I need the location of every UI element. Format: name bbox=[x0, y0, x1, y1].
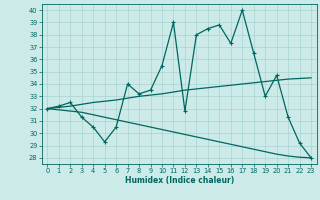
X-axis label: Humidex (Indice chaleur): Humidex (Indice chaleur) bbox=[124, 176, 234, 185]
